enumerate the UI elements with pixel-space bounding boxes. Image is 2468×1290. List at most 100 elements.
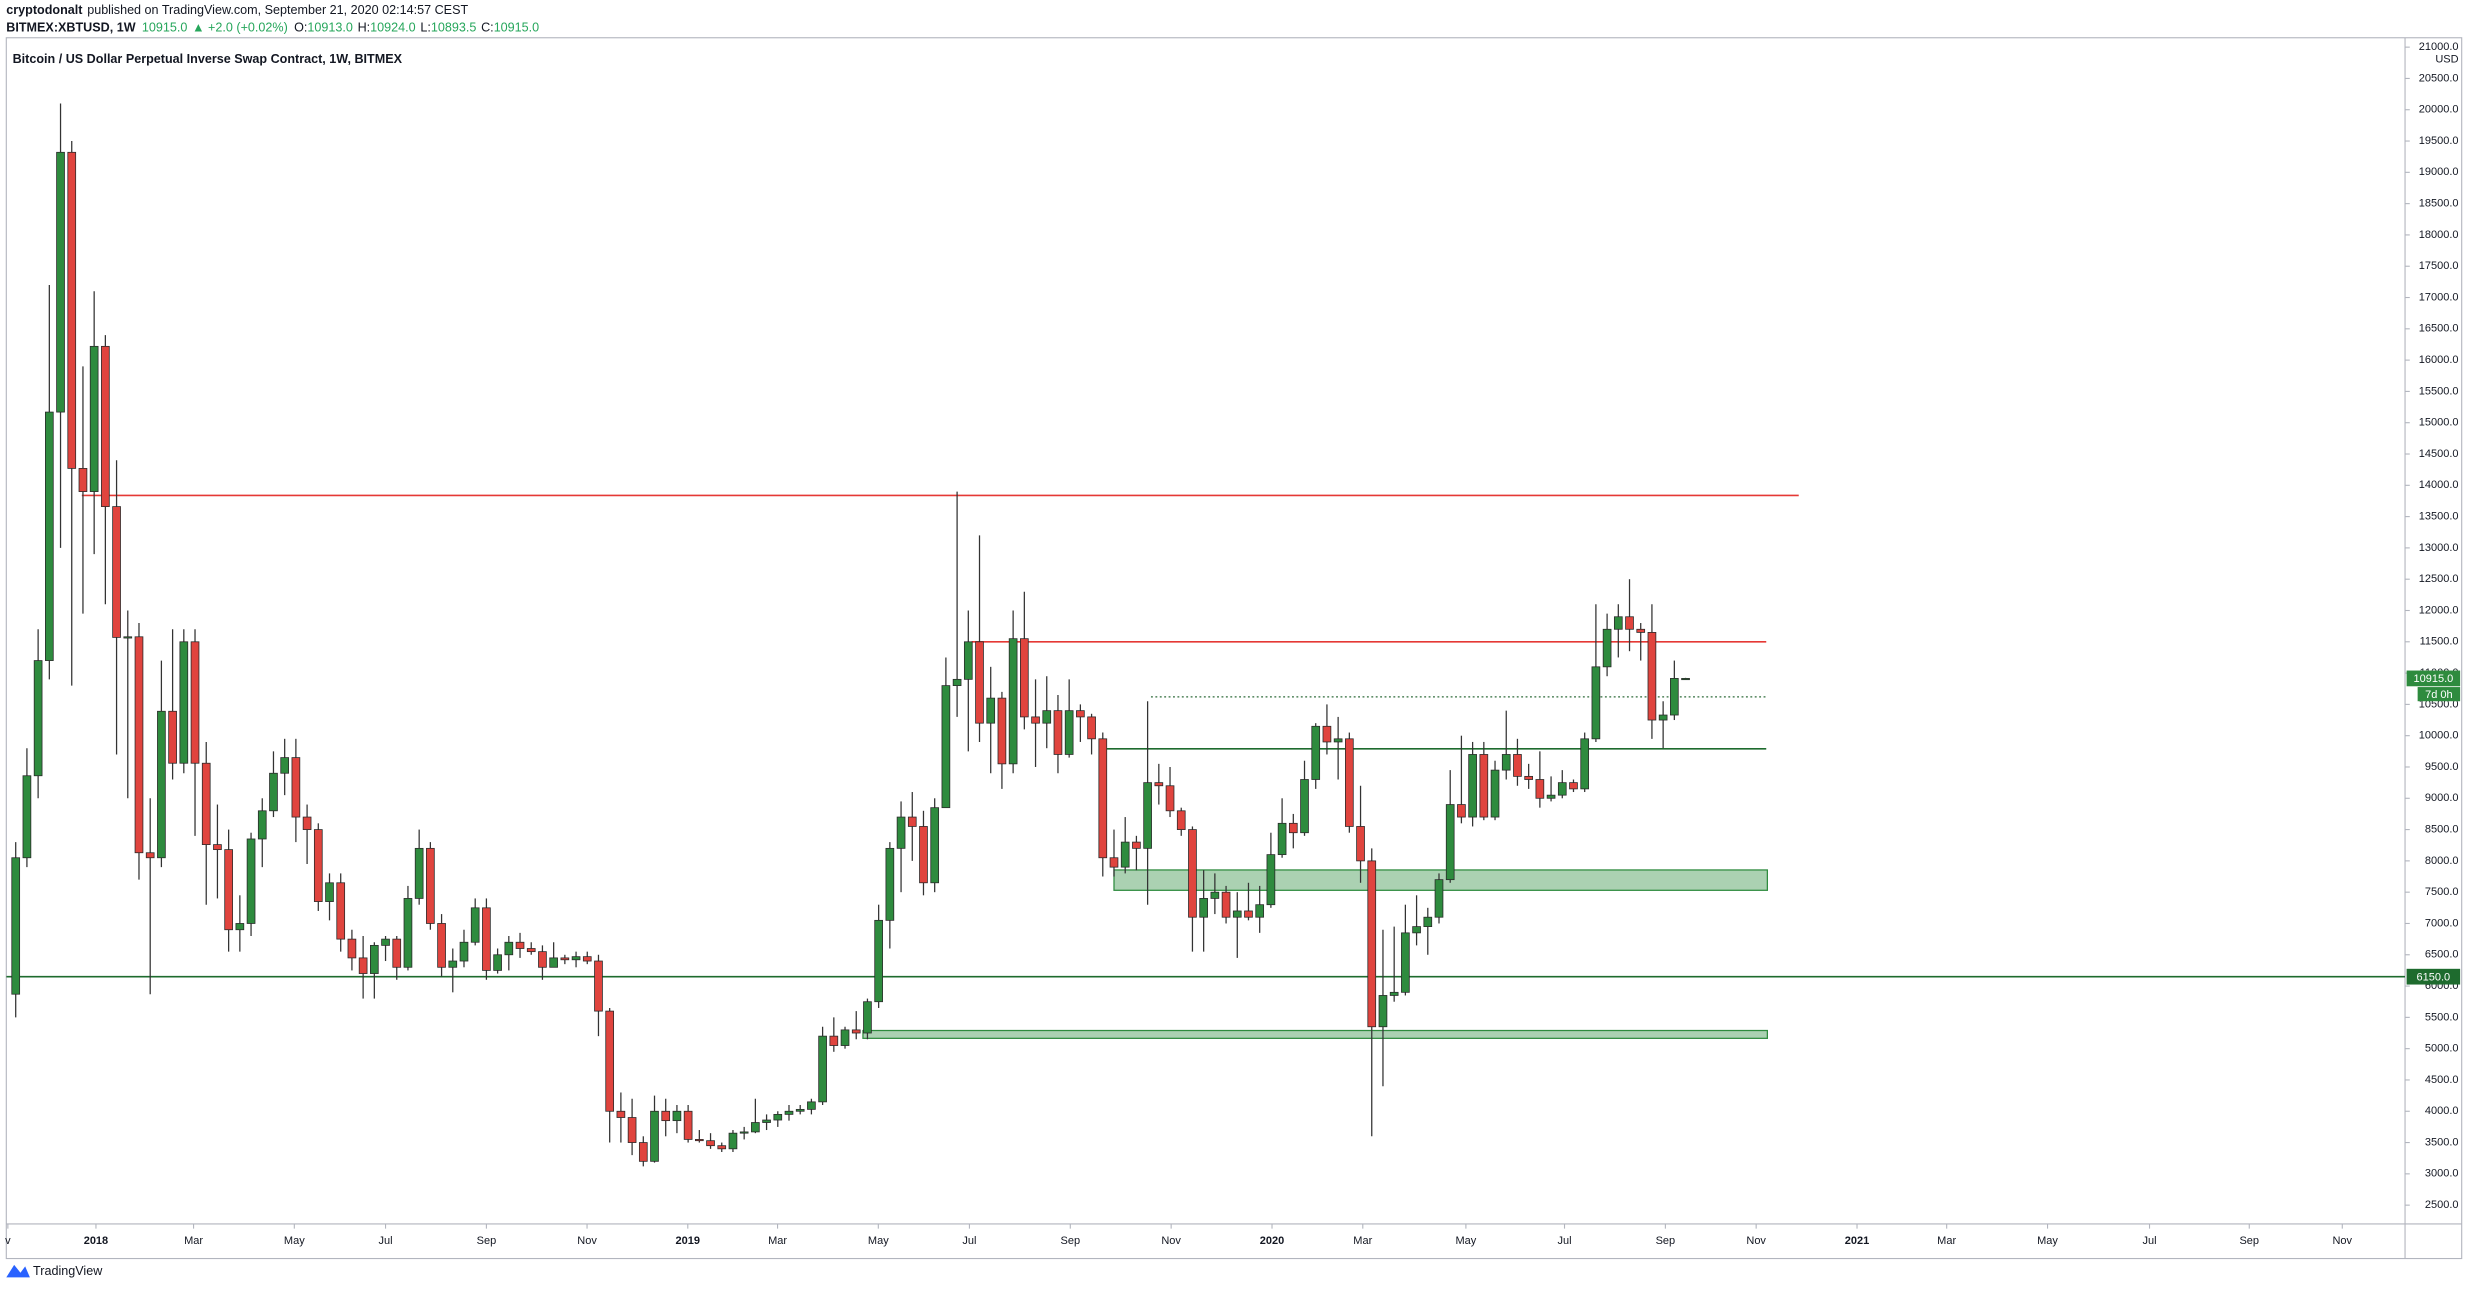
candle-body: [1670, 678, 1679, 716]
x-tick-label: Jul: [962, 1235, 976, 1247]
candle-body: [213, 844, 222, 851]
y-tick-label: 19500.0: [2419, 135, 2459, 147]
candle-body: [1064, 710, 1074, 755]
x-tick-label: Jul: [2142, 1235, 2156, 1247]
candle-body: [1165, 785, 1175, 812]
candle-body: [392, 938, 402, 968]
candle-body: [1378, 995, 1388, 1028]
x-tick-label: May: [868, 1235, 889, 1247]
candle-body: [1042, 710, 1052, 724]
y-tick-label: 10500.0: [2419, 698, 2459, 710]
candle-body: [638, 1142, 648, 1162]
candle-body: [571, 956, 581, 961]
candle-body: [426, 847, 435, 924]
candle-body: [818, 1035, 827, 1103]
countdown-tag: [2417, 687, 2461, 702]
candle-body: [1176, 810, 1186, 830]
y-tick-label: 12500.0: [2419, 573, 2459, 585]
y-tick-label: 20500.0: [2419, 72, 2459, 84]
candle-body: [1401, 932, 1410, 993]
candle-body: [706, 1140, 715, 1147]
candle-body: [1311, 725, 1321, 780]
candle-body: [235, 923, 245, 931]
o-label: O:: [294, 21, 307, 35]
candle-body: [1109, 857, 1119, 868]
candle-body: [930, 807, 940, 884]
candle-body: [33, 660, 43, 777]
x-tick-label: Sep: [477, 1235, 497, 1247]
candle-body: [1445, 804, 1455, 881]
y-tick-label: 18500.0: [2419, 198, 2459, 210]
candle-body: [851, 1029, 861, 1034]
candle-body: [1053, 710, 1063, 755]
y-tick-label: 11500.0: [2420, 636, 2459, 648]
header-line: cryptodonalt published on TradingView.com…: [6, 3, 468, 17]
candle-body: [549, 957, 558, 968]
candle-body: [89, 345, 99, 492]
candle-body: [829, 1035, 839, 1046]
x-tick-label: Nov: [577, 1235, 597, 1247]
candle-body: [123, 636, 133, 639]
x-tick-label: Nov: [1746, 1235, 1766, 1247]
plot-area: [6, 103, 2406, 1167]
x-tick-label: Mar: [1353, 1235, 1372, 1247]
candle-body: [1490, 769, 1500, 818]
candle-body: [885, 847, 895, 921]
y-tick-label: 18000.0: [2419, 229, 2459, 241]
candle-body: [1546, 794, 1556, 799]
candle-body: [1367, 860, 1377, 1028]
candle-body: [1613, 616, 1623, 630]
candle-body: [963, 641, 973, 680]
candle-body: [1120, 841, 1130, 868]
y-tick-label: 3000.0: [2425, 1168, 2459, 1180]
y-tick-label: 7500.0: [2425, 886, 2459, 898]
candle-body: [1300, 779, 1309, 834]
candle-body: [1255, 904, 1265, 918]
candle-body: [807, 1101, 816, 1110]
candle-body: [762, 1119, 771, 1123]
candle-body: [246, 838, 256, 924]
last: 10915.0: [142, 21, 187, 35]
candle-body: [1468, 754, 1477, 818]
x-tick-label: Sep: [2239, 1235, 2259, 1247]
y-tick-label: 14000.0: [2419, 479, 2459, 491]
brand: TradingView: [33, 1264, 103, 1278]
candle-body: [1031, 716, 1040, 724]
candle-body: [1288, 822, 1298, 834]
candle-body: [1569, 782, 1578, 790]
candle-body: [269, 772, 278, 812]
x-tick-label: Mar: [184, 1235, 203, 1247]
candle-body: [1412, 926, 1421, 934]
candle-body: [695, 1139, 704, 1142]
h-label: H:: [358, 21, 371, 35]
y-tick-label: 16000.0: [2419, 354, 2459, 366]
y-tick-label: 4500.0: [2425, 1074, 2459, 1086]
candle-body: [1658, 714, 1668, 721]
candle-body: [975, 641, 984, 724]
candle-body: [773, 1113, 783, 1121]
candle-body: [1087, 716, 1096, 740]
candle-body: [739, 1131, 749, 1134]
chart-title: Bitcoin / US Dollar Perpetual Inverse Sw…: [13, 52, 403, 66]
candle-body: [896, 816, 906, 849]
candle-body: [201, 762, 211, 845]
candle-body: [1098, 738, 1108, 859]
candle-body: [1188, 829, 1197, 918]
candle-body: [997, 697, 1007, 765]
candle-body: [1535, 779, 1545, 799]
price-tag: [2406, 968, 2461, 985]
y-tick-label: 3500.0: [2425, 1136, 2459, 1148]
candle-body: [1524, 775, 1533, 780]
candle-body: [358, 957, 368, 974]
candle-body: [1636, 628, 1646, 633]
candle-body: [1389, 991, 1399, 996]
candle-body: [370, 944, 379, 974]
candle-body: [1434, 879, 1444, 918]
x-tick-label: Jul: [379, 1235, 393, 1247]
author: cryptodonalt: [6, 3, 83, 17]
candle-body: [1132, 841, 1141, 849]
candle-body: [504, 941, 514, 956]
x-tick-label: 2019: [676, 1235, 700, 1247]
